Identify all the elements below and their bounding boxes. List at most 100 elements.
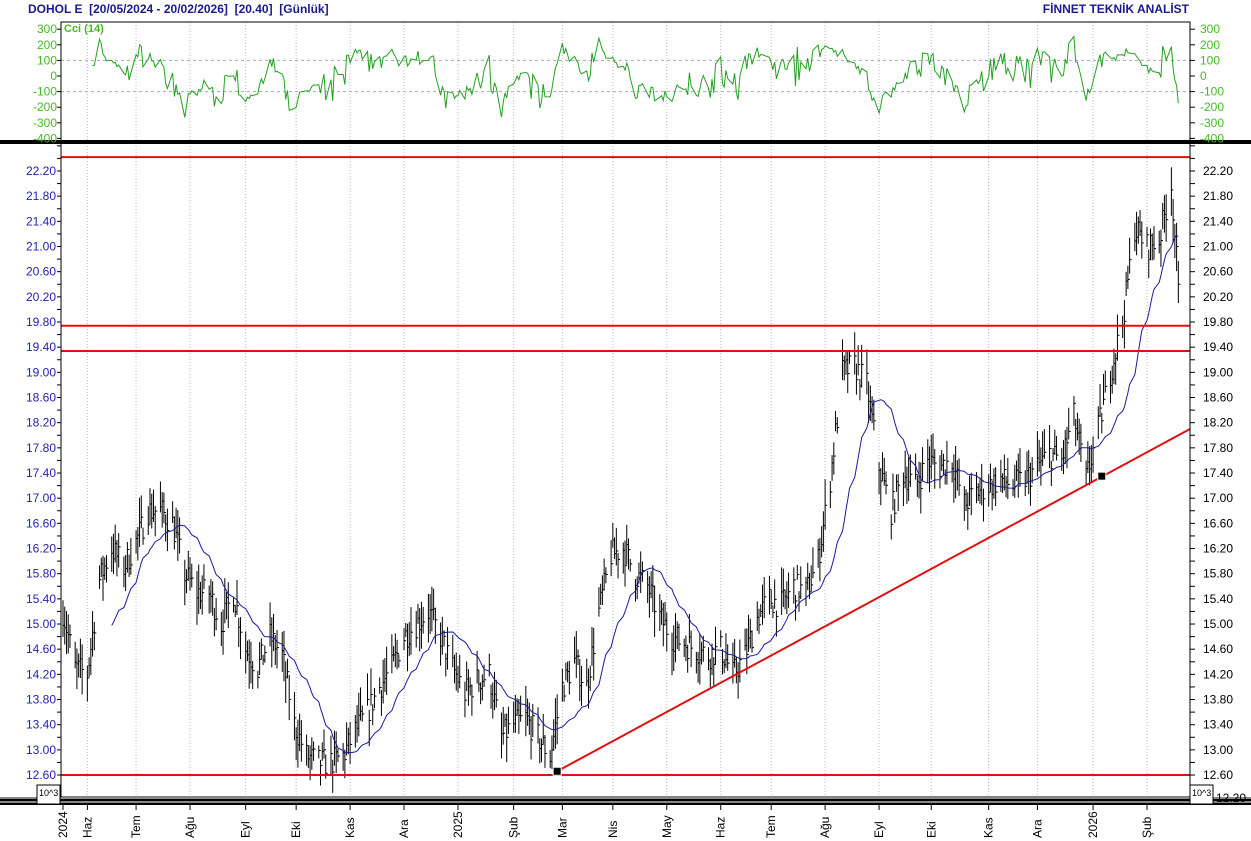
price-right-tick-label: 14.60 — [1203, 642, 1233, 656]
price-left-tick-label: 14.60 — [26, 642, 56, 656]
price-left-tick-label: 19.40 — [26, 340, 56, 354]
x-tick-label: Ara — [1030, 819, 1044, 838]
price-left-tick-label: 15.40 — [26, 592, 56, 606]
x-tick-label: Ağu — [818, 817, 832, 838]
scale-label: 10^3 — [1192, 788, 1211, 798]
x-tick-label: 2025 — [451, 811, 465, 838]
price-right-tick-label: 18.60 — [1203, 391, 1233, 405]
price-panel — [61, 156, 1191, 793]
price-left-tick-label: 13.80 — [26, 693, 56, 707]
cci-legend: Cci (14) — [64, 23, 104, 35]
scale-box — [36, 784, 61, 805]
x-tick-label: Ara — [397, 819, 411, 838]
price-right-tick-label: 13.40 — [1203, 718, 1233, 732]
price-right-tick-label: 12.60 — [1203, 768, 1233, 782]
price-left-tick-label: 15.00 — [26, 617, 56, 631]
price-right-tick-label: 14.20 — [1203, 667, 1233, 681]
price-left-tick-label: 21.00 — [26, 240, 56, 254]
cci-right-tick-label: -200 — [1200, 100, 1224, 114]
price-right-tick-label: 22.20 — [1203, 164, 1233, 178]
brand-label: FİNNET TEKNİK ANALİST — [1042, 2, 1189, 16]
x-tick-label: May — [660, 815, 674, 838]
price-right-tick-label: 15.40 — [1203, 592, 1233, 606]
gridlines — [86, 22, 1148, 797]
price-right-tick-label: 13.80 — [1203, 693, 1233, 707]
panel-separator — [0, 140, 1251, 144]
scale-box — [1189, 784, 1214, 805]
moving-average-line — [111, 235, 1179, 754]
cci-left-tick-label: -300 — [33, 116, 57, 130]
price-right-tick-label: 17.00 — [1203, 491, 1233, 505]
price-right-tick-label: 19.80 — [1203, 315, 1233, 329]
x-tick-label: Mar — [555, 817, 569, 838]
cci-right-tick-label: -300 — [1200, 116, 1224, 130]
scale-label: 10^3 — [39, 788, 58, 798]
x-tick-label: Tem — [764, 815, 778, 838]
price-left-tick-label: 16.20 — [26, 542, 56, 556]
cci-left-tick-label: 300 — [37, 22, 57, 36]
x-tick-label: 2026 — [1086, 811, 1100, 838]
plot-border — [60, 21, 1191, 798]
trend-line — [556, 428, 1191, 773]
cci-right-tick-label: 200 — [1200, 38, 1220, 52]
price-right-tick-label: 20.20 — [1203, 290, 1233, 304]
price-left-tick-label: 13.40 — [26, 718, 56, 732]
x-tick-label: Tem — [129, 815, 143, 838]
cci-left-tick-label: -100 — [33, 85, 57, 99]
cci-right-tick-label: 100 — [1200, 53, 1220, 67]
price-left-tick-label: 20.20 — [26, 290, 56, 304]
price-left-tick-label: 20.60 — [26, 265, 56, 279]
x-tick-label: Ağu — [183, 817, 197, 838]
cci-panel: Cci (14) — [61, 23, 1190, 118]
price-right-tick-label: 21.00 — [1203, 240, 1233, 254]
axes: 2024 Haz Tem Ağu Eyl Eki Kas Ara 2025 Şub Mar Nis Ma… — [26, 22, 1246, 838]
price-left-tick-label: 17.40 — [26, 466, 56, 480]
chart-title: DOHOL E [20/05/2024 - 20/02/2026] [20.40… — [28, 2, 329, 16]
price-left-tick-label: 15.80 — [26, 567, 56, 581]
cci-line — [92, 35, 1179, 118]
price-right-tick-label: 19.00 — [1203, 365, 1233, 379]
x-tick-label: Kas — [343, 817, 357, 838]
x-tick-label: Eki — [924, 821, 938, 838]
x-tick-label: Şub — [1140, 816, 1154, 838]
price-right-tick-label: 12.20 — [1216, 791, 1246, 805]
cci-left-tick-label: -200 — [33, 100, 57, 114]
price-right-tick-label: 21.80 — [1203, 189, 1233, 203]
x-tick-label: Şub — [507, 816, 521, 838]
price-left-tick-label: 18.60 — [26, 391, 56, 405]
price-right-tick-label: 17.40 — [1203, 466, 1233, 480]
price-right-tick-label: 19.40 — [1203, 340, 1233, 354]
price-left-tick-label: 14.20 — [26, 667, 56, 681]
price-right-tick-label: 16.20 — [1203, 542, 1233, 556]
symbol: DOHOL E — [28, 2, 83, 16]
price-right-tick-label: 17.80 — [1203, 441, 1233, 455]
x-tick-label: Kas — [982, 817, 996, 838]
x-tick-label: Haz — [714, 817, 728, 838]
price-right-tick-label: 21.40 — [1203, 214, 1233, 228]
cci-left-tick-label: 100 — [37, 53, 57, 67]
trend-anchor-marker — [1097, 471, 1107, 481]
cci-left-tick-label: 0 — [50, 69, 57, 83]
price-left-tick-label: 13.00 — [26, 743, 56, 757]
price-left-tick-label: 18.20 — [26, 416, 56, 430]
price-right-tick-label: 16.60 — [1203, 516, 1233, 530]
x-tick-label: Eyl — [239, 821, 253, 838]
price-left-tick-label: 21.80 — [26, 189, 56, 203]
date-range: [20/05/2024 - 20/02/2026] — [89, 2, 228, 16]
price-right-tick-label: 20.60 — [1203, 265, 1233, 279]
bottom-separator-line — [0, 799, 1251, 801]
price-left-tick-label: 21.40 — [26, 214, 56, 228]
period: [Günlük] — [279, 2, 329, 16]
price-left-tick-label: 22.20 — [26, 164, 56, 178]
cci-right-tick-label: 300 — [1200, 22, 1220, 36]
trend-anchor-marker — [552, 766, 562, 776]
price-right-tick-label: 13.00 — [1203, 743, 1233, 757]
x-tick-label: Eyl — [872, 821, 886, 838]
chart-frame — [0, 21, 1251, 805]
x-tick-label: Eki — [289, 821, 303, 838]
price-left-tick-label: 17.00 — [26, 491, 56, 505]
price-left-tick-label: 16.60 — [26, 516, 56, 530]
cci-right-tick-label: -400 — [1200, 131, 1224, 145]
cci-right-tick-label: -100 — [1200, 85, 1224, 99]
